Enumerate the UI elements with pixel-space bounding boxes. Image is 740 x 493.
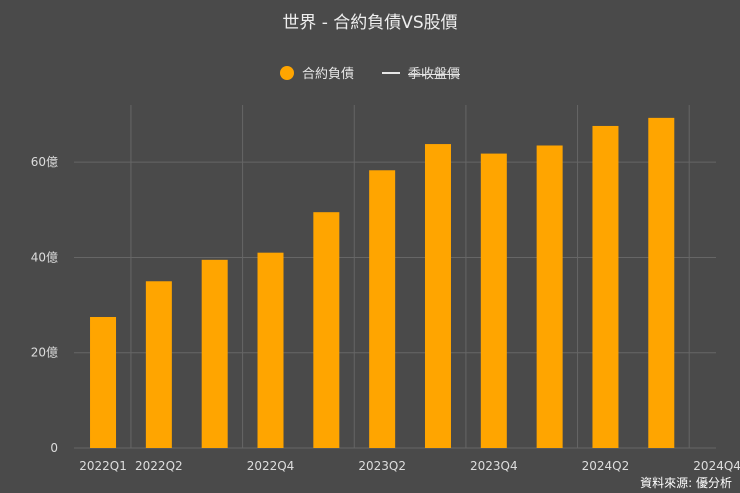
bar[interactable] [369,170,396,449]
bar[interactable] [90,316,117,448]
y-tick-label: 0 [50,441,58,455]
bar[interactable] [592,125,619,448]
y-tick-label: 40億 [31,250,58,264]
x-tick-label: 2023Q4 [470,459,518,473]
x-tick-label: 2024Q2 [582,459,630,473]
legend-line-icon [382,71,400,74]
bar[interactable] [201,259,228,448]
bar[interactable] [648,117,675,449]
legend: 合約負債 季收盤價 [0,63,740,82]
chart-title: 世界 - 合約負債VS股價 [282,13,458,33]
bar[interactable] [424,144,451,448]
x-tick-label: 2023Q2 [358,459,406,473]
x-tick-label: 2022Q1 [79,459,127,473]
legend-label-contract-liability: 合約負債 [301,67,354,82]
x-tick-label: 2022Q4 [247,459,295,473]
legend-item-price[interactable]: 季收盤價 [382,63,460,82]
bar[interactable] [257,252,284,448]
bar[interactable] [480,153,507,448]
bar[interactable] [145,281,172,448]
x-tick-label: 2022Q2 [135,459,183,473]
bar[interactable] [536,145,563,449]
legend-label-price: 季收盤價 [408,67,461,82]
legend-dot-icon [279,65,294,80]
y-tick-label: 60億 [31,155,58,169]
y-tick-label: 20億 [31,346,58,360]
legend-item-contract-liability[interactable]: 合約負債 [279,63,354,82]
source-label: 資料來源: 優分析 [640,476,732,490]
bar[interactable] [313,212,340,448]
x-tick-label: 2024Q4 [693,459,740,473]
